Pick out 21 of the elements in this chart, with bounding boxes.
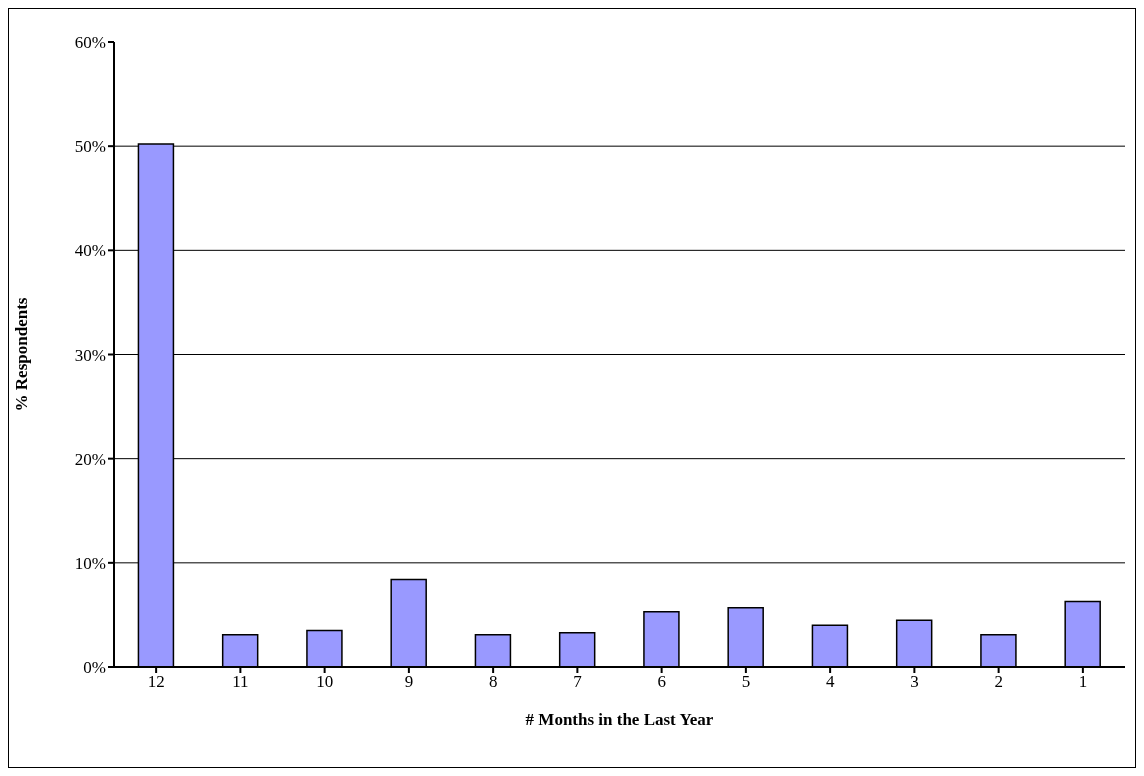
- x-tick-label: 2: [994, 672, 1003, 692]
- x-axis-title: # Months in the Last Year: [525, 710, 714, 729]
- x-tick-label: 9: [404, 672, 414, 692]
- x-tick-label: 1: [1078, 672, 1088, 692]
- y-tick-label: 20%: [74, 449, 106, 469]
- x-tick-label: 5: [741, 672, 751, 692]
- x-tick-label: 8: [488, 672, 498, 692]
- x-tick-label: 10: [316, 672, 334, 692]
- y-tick-label: 10%: [74, 553, 106, 573]
- x-tick-label: 6: [657, 672, 666, 692]
- y-tick-label: 40%: [74, 241, 106, 261]
- x-tick-label: 12: [147, 672, 165, 692]
- y-tick-label: 0%: [83, 658, 106, 678]
- y-axis-title: % Respondents: [12, 297, 32, 412]
- x-tick-label: 3: [910, 672, 919, 692]
- x-tick-label: 7: [573, 672, 583, 692]
- y-tick-label: 30%: [74, 345, 106, 365]
- y-tick-label: 50%: [74, 137, 106, 157]
- x-tick-label: 11: [232, 672, 249, 692]
- y-tick-label: 60%: [74, 33, 106, 53]
- x-tick-label: 4: [825, 672, 835, 692]
